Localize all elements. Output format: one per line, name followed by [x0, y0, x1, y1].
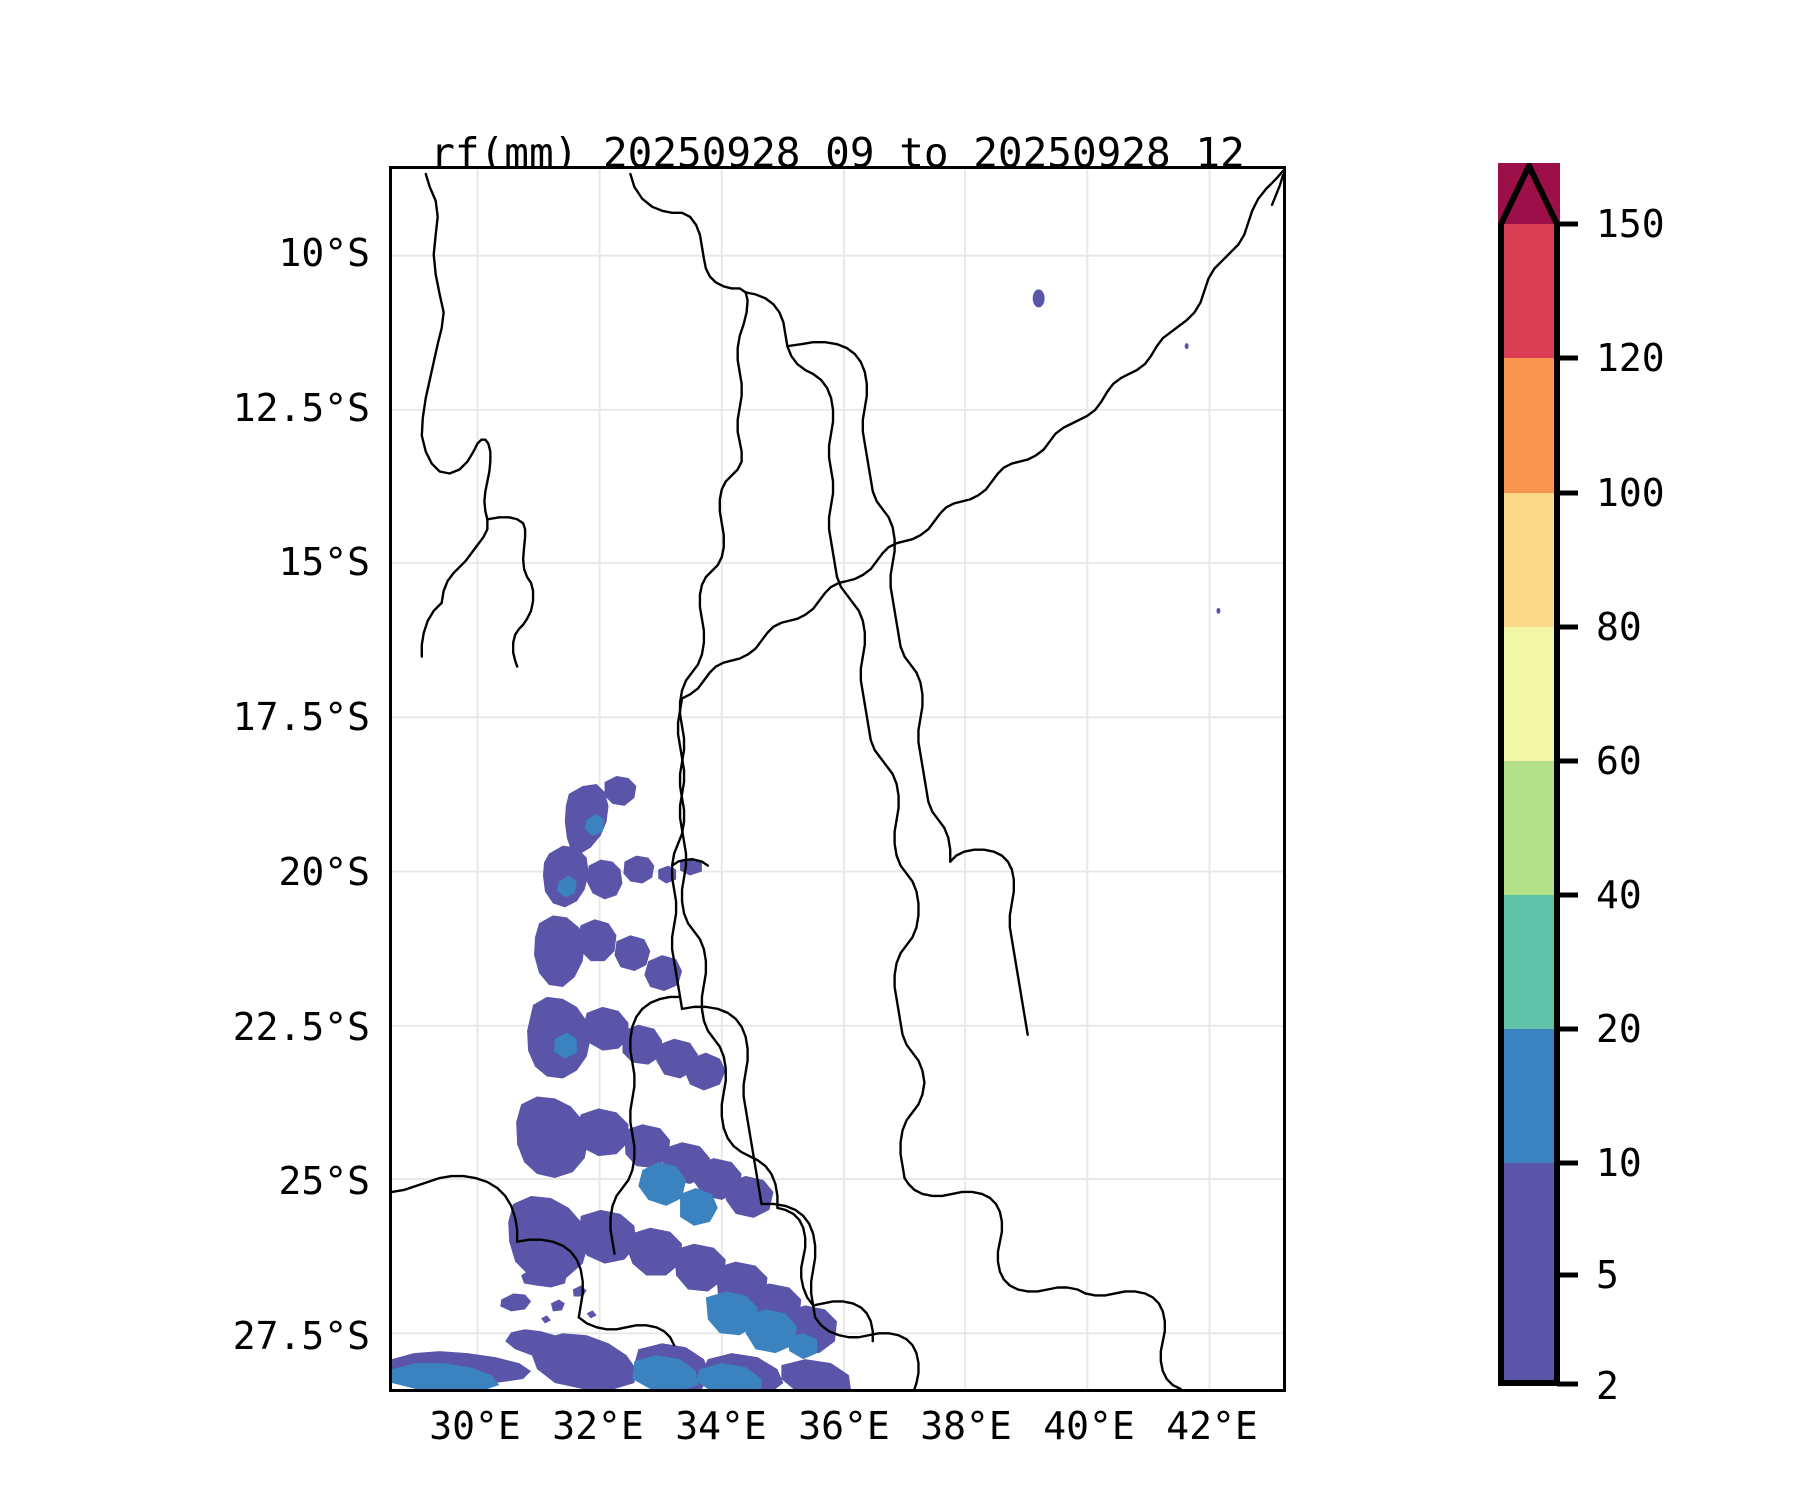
- colorbar-tick-label: 120: [1596, 336, 1665, 380]
- colorbar-tick-label: 5: [1596, 1253, 1619, 1297]
- ytick-label: 27.5°S: [232, 1314, 370, 1358]
- colorbar-ticks: [1557, 221, 1578, 1387]
- country-borders: [392, 169, 1283, 1389]
- xtick-label: 40°E: [1043, 1404, 1135, 1448]
- colorbar-tick-label: 10: [1596, 1141, 1642, 1185]
- colorbar-tick-label: 100: [1596, 471, 1665, 515]
- xtick-label: 34°E: [675, 1404, 767, 1448]
- colorbar-tick-label: 2: [1596, 1364, 1619, 1408]
- map-canvas: [392, 169, 1283, 1389]
- colorbar-tick-label: 20: [1596, 1007, 1642, 1051]
- colorbar-tick-label: 60: [1596, 739, 1642, 783]
- precip-bin-2-5: [392, 289, 1221, 1389]
- ytick-label: 25°S: [278, 1159, 370, 1203]
- precip-bin-5-10: [392, 813, 818, 1389]
- gridlines: [392, 169, 1283, 1389]
- colorbar[interactable]: [1498, 163, 1598, 1398]
- xtick-label: 36°E: [798, 1404, 890, 1448]
- colorbar-svg: [1498, 163, 1578, 1387]
- precipitation-field: [392, 289, 1221, 1389]
- ytick-label: 17.5°S: [232, 695, 370, 739]
- ytick-label: 15°S: [278, 540, 370, 584]
- xtick-label: 38°E: [920, 1404, 1012, 1448]
- ytick-label: 12.5°S: [232, 386, 370, 430]
- xtick-label: 32°E: [552, 1404, 644, 1448]
- colorbar-tick-label: 80: [1596, 605, 1642, 649]
- ytick-label: 10°S: [278, 231, 370, 275]
- xtick-label: 30°E: [429, 1404, 521, 1448]
- colorbar-tick-label: 150: [1596, 202, 1665, 246]
- colorbar-swatches: [1498, 163, 1560, 1386]
- colorbar-outline: [1498, 163, 1560, 1386]
- colorbar-tick-label: 40: [1596, 873, 1642, 917]
- map-plot-area: [389, 166, 1286, 1392]
- ytick-label: 20°S: [278, 850, 370, 894]
- xtick-label: 42°E: [1166, 1404, 1258, 1448]
- ytick-label: 22.5°S: [232, 1005, 370, 1049]
